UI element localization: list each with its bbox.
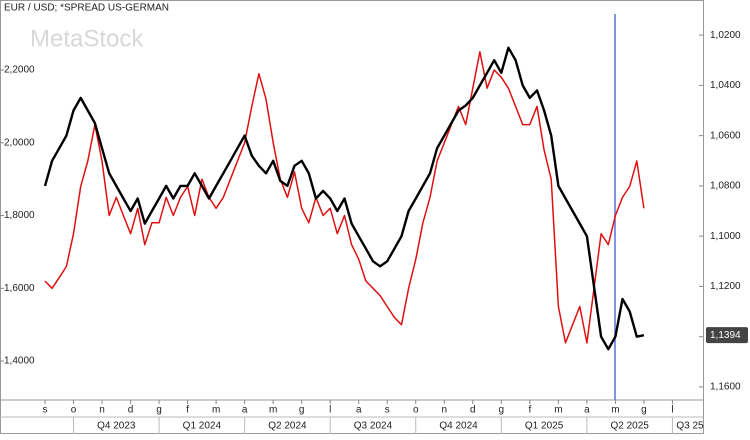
x-tick-label: g — [641, 405, 647, 416]
x-tick-label: g — [499, 405, 505, 416]
quarter-label: Q2 2024 — [268, 421, 307, 432]
x-tick-label: m — [212, 405, 220, 416]
chart-title: EUR / USD; *SPREAD US-GERMAN — [4, 3, 169, 14]
x-tick-label: a — [242, 405, 248, 416]
x-tick-label: n — [99, 405, 105, 416]
x-tick-label: a — [584, 405, 590, 416]
x-tick-label: o — [413, 405, 419, 416]
quarter-label: Q2 2025 — [610, 421, 649, 432]
x-tick-label: d — [470, 405, 476, 416]
last-value-label: 1,1394 — [710, 330, 741, 341]
x-tick-label: m — [554, 405, 562, 416]
y-tick-label: 1,8000 — [4, 210, 35, 221]
y2-tick-label: 1,1200 — [710, 281, 741, 292]
x-tick-label: s — [43, 405, 48, 416]
quarter-label: Q3 25 — [676, 421, 704, 432]
x-tick-label: f — [186, 405, 189, 416]
x-tick-label: n — [441, 405, 447, 416]
x-tick-label: a — [356, 405, 362, 416]
y2-tick-label: 1,1600 — [710, 382, 741, 393]
frame — [0, 0, 704, 434]
x-tick-label: m — [269, 405, 277, 416]
y2-tick-label: 1,0800 — [710, 181, 741, 192]
series-line — [43, 46, 645, 351]
x-tick-label: l — [329, 405, 331, 416]
watermark: MetaStock — [30, 25, 144, 52]
y2-tick-label: 1,0600 — [710, 130, 741, 141]
y-tick-label: 2,0000 — [4, 137, 35, 148]
x-tick-label: d — [128, 405, 134, 416]
x-tick-label: l — [671, 405, 673, 416]
quarter-label: Q3 2024 — [354, 421, 393, 432]
quarter-label: Q4 2023 — [97, 421, 136, 432]
x-tick-label: g — [156, 405, 162, 416]
quarter-label: Q1 2025 — [525, 421, 564, 432]
y-tick-label: 1,6000 — [4, 283, 35, 294]
quarter-label: Q4 2024 — [439, 421, 478, 432]
x-tick-label: m — [611, 405, 619, 416]
x-tick-label: o — [71, 405, 77, 416]
x-tick-label: g — [299, 405, 305, 416]
y-tick-label: 2,2000 — [4, 65, 35, 76]
quarter-label: Q1 2024 — [183, 421, 222, 432]
y2-tick-label: 1,0400 — [710, 80, 741, 91]
series-line — [44, 51, 645, 344]
x-tick-label: f — [528, 405, 531, 416]
last-value-box — [706, 327, 748, 344]
y-tick-label: 1,4000 — [4, 356, 35, 367]
y2-tick-label: 1,0200 — [710, 30, 741, 41]
y2-tick-label: 1,1000 — [710, 231, 741, 242]
x-tick-label: s — [385, 405, 390, 416]
